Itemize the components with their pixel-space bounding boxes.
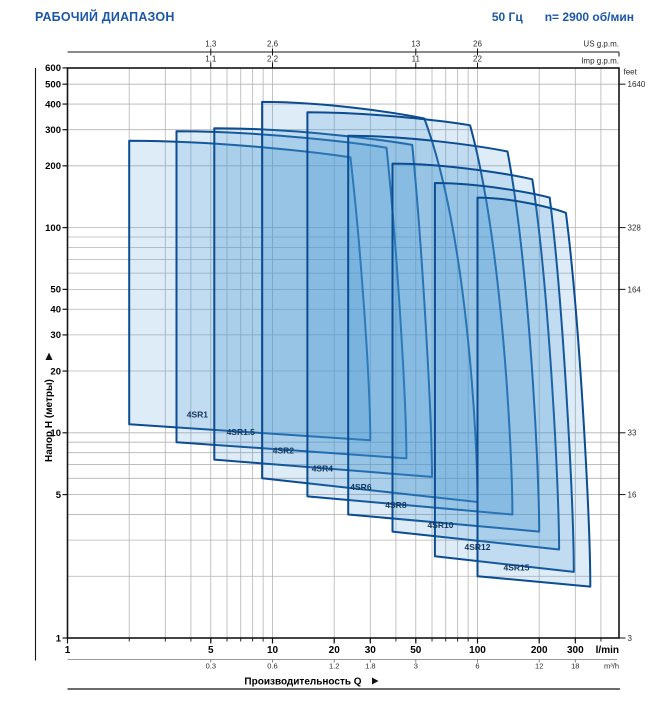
x-axis-lmin bbox=[66, 638, 602, 644]
m3h-tick-label: 1.2 bbox=[329, 662, 339, 671]
pump-regions bbox=[128, 100, 592, 588]
x-axis-arrow-icon bbox=[372, 677, 379, 685]
region-label-4SR8: 4SR8 bbox=[385, 500, 407, 510]
region-label-4SR10: 4SR10 bbox=[428, 520, 454, 530]
m3h-tick-label: 1.8 bbox=[365, 662, 375, 671]
y-tick-label: 200 bbox=[45, 161, 61, 172]
feet-tick-label: 328 bbox=[628, 224, 642, 233]
page-title: РАБОЧИЙ ДИАПАЗОН bbox=[35, 10, 175, 24]
region-4SR15 bbox=[476, 196, 592, 588]
region-label-4SR15: 4SR15 bbox=[504, 563, 530, 573]
feet-tick-label: 164 bbox=[628, 285, 642, 294]
y-tick-label: 300 bbox=[45, 125, 61, 136]
y-axis-arrow-icon bbox=[45, 352, 53, 360]
region-label-4SR1: 4SR1 bbox=[187, 409, 209, 419]
x-tick-label: 300 bbox=[567, 645, 584, 656]
imp-gpm-tick-label: 22 bbox=[473, 55, 482, 64]
x-tick-label: 50 bbox=[410, 645, 422, 656]
imp-gpm-tick-label: 2,2 bbox=[267, 55, 279, 64]
region-label-4SR1.5: 4SR1.5 bbox=[227, 427, 256, 437]
m3h-tick-label: 12 bbox=[535, 662, 543, 671]
lmin-unit-label: l/min bbox=[596, 645, 619, 656]
feet-tick-label: 3 bbox=[628, 634, 633, 643]
y-tick-label: 600 bbox=[45, 63, 61, 74]
x-tick-label: 30 bbox=[365, 645, 377, 656]
feet-tick-label: 1640 bbox=[628, 80, 646, 89]
m3h-tick-label: 0.6 bbox=[267, 662, 277, 671]
top-axis-us-gpm bbox=[67, 48, 620, 57]
feet-tick-label: 33 bbox=[628, 429, 637, 438]
m3h-tick-label: 6 bbox=[475, 662, 479, 671]
x-tick-label: 100 bbox=[469, 645, 486, 656]
imp-gpm-tick-label: 1,1 bbox=[205, 55, 217, 64]
y-tick-label: 500 bbox=[45, 79, 61, 90]
us-gpm-tick-label: 26 bbox=[473, 40, 482, 49]
speed-label: n= 2900 об/мин bbox=[544, 10, 634, 24]
feet-tick-label: 16 bbox=[628, 490, 637, 499]
region-label-4SR12: 4SR12 bbox=[465, 542, 491, 552]
region-4SR12 bbox=[433, 182, 575, 573]
x-tick-label: 20 bbox=[329, 645, 341, 656]
y-axis-feet bbox=[619, 83, 626, 639]
region-label-4SR2: 4SR2 bbox=[273, 445, 295, 455]
plot-border bbox=[66, 67, 620, 639]
imp-gpm-tick-label: 11 bbox=[412, 55, 421, 64]
m3h-tick-label: 3 bbox=[414, 662, 418, 671]
y-tick-label: 10 bbox=[50, 428, 61, 439]
y-tick-label: 40 bbox=[50, 305, 61, 316]
us-gpm-unit-label: US g.p.m. bbox=[583, 40, 619, 49]
y-tick-label: 20 bbox=[50, 366, 61, 377]
y-tick-label: 5 bbox=[56, 490, 62, 501]
us-gpm-tick-label: 1,3 bbox=[205, 40, 217, 49]
y-tick-label: 1 bbox=[56, 633, 62, 644]
y-axis-title: Напор H (метры) bbox=[44, 379, 55, 462]
y-tick-label: 100 bbox=[45, 223, 61, 234]
x-axis-m3h bbox=[67, 659, 617, 663]
m3h-tick-label: 0.3 bbox=[206, 662, 216, 671]
us-gpm-tick-label: 13 bbox=[411, 40, 420, 49]
region-4SR6 bbox=[306, 111, 514, 516]
x-axis-title: Производительность Q bbox=[244, 677, 361, 688]
y-tick-label: 30 bbox=[50, 330, 61, 341]
region-label-4SR4: 4SR4 bbox=[312, 463, 334, 473]
y-tick-label: 50 bbox=[50, 285, 61, 296]
frequency-label: 50 Гц bbox=[491, 10, 523, 24]
header-specs: 50 Гц n= 2900 об/мин bbox=[492, 10, 634, 24]
region-label-4SR6: 4SR6 bbox=[350, 482, 372, 492]
m3h-tick-label: 18 bbox=[571, 662, 579, 671]
feet-unit-label: feet bbox=[624, 68, 638, 77]
y-axis-meters bbox=[62, 67, 68, 639]
region-4SR1 bbox=[128, 139, 372, 442]
x-tick-label: 10 bbox=[267, 645, 279, 656]
m3h-unit-label: m³/h bbox=[604, 662, 619, 671]
x-tick-label: 1 bbox=[65, 645, 71, 656]
x-tick-label: 200 bbox=[531, 645, 548, 656]
y-tick-label: 400 bbox=[45, 99, 61, 110]
imp-gpm-unit-label: Imp g.p.m. bbox=[581, 57, 619, 66]
top-axis-imp-gpm bbox=[210, 62, 478, 68]
region-4SR2 bbox=[213, 127, 433, 478]
x-tick-label: 5 bbox=[208, 645, 214, 656]
us-gpm-tick-label: 2,6 bbox=[267, 40, 279, 49]
region-4SR8 bbox=[347, 134, 541, 533]
